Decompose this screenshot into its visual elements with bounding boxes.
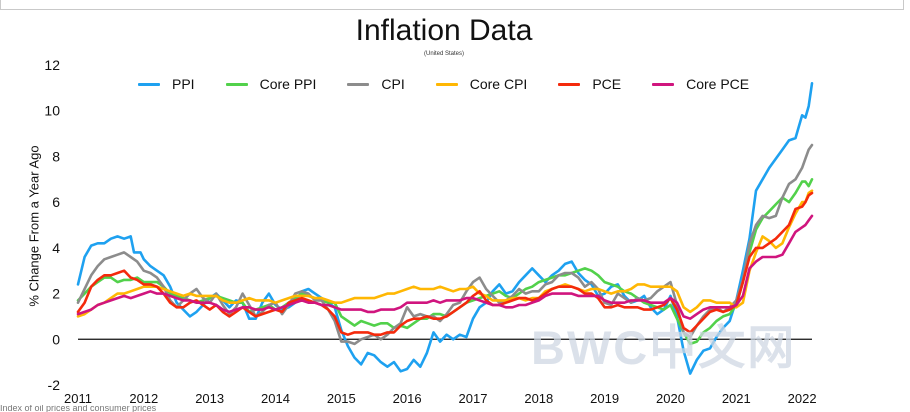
legend-item-core-ppi: Core PPI [225,76,317,92]
legend-label: Core PPI [259,76,317,92]
legend-label: Core CPI [469,76,528,92]
legend-item-core-cpi: Core CPI [435,76,528,92]
x-tick-label: 2014 [261,391,290,406]
watermark: BWC中文网 [531,321,797,374]
y-axis-ticks: -2 0 2 4 6 8 10 12 [44,57,60,393]
chart-subtitle: (United States) [423,51,465,57]
legend-swatch [138,82,160,86]
legend-item-cpi: CPI [347,76,405,92]
y-tick-label: 12 [44,57,60,73]
y-tick-label: 6 [52,194,60,210]
footer-caption: Index of oil prices and consumer prices [0,405,157,412]
legend-swatch [652,82,675,86]
legend-swatch [347,82,370,86]
legend-label: Core PCE [686,76,750,92]
legend-label: PPI [172,76,195,92]
y-tick-label: 4 [52,240,60,256]
series-line-ppi [76,82,814,375]
legend-swatch [225,82,248,86]
x-tick-label: 2013 [195,391,224,406]
x-tick-label: 2015 [327,391,356,406]
y-tick-label: 10 [44,103,60,119]
x-tick-label: 2021 [722,391,751,406]
legend-item-core-pce: Core PCE [652,76,749,92]
legend-swatch [558,82,581,86]
x-tick-label: 2011 [64,391,92,406]
series-line-core-pce [76,214,814,320]
x-tick-label: 2017 [459,391,488,406]
legend-item-ppi: PPI [138,76,195,92]
y-tick-label: 8 [52,148,60,164]
x-tick-label: 2016 [393,391,422,406]
window-frame [0,0,904,10]
x-tick-label: 2018 [524,391,553,406]
series-line-core-cpi [76,189,814,318]
x-tick-label: 2022 [788,391,817,406]
y-tick-label: 2 [52,286,60,302]
x-tick-label: 2012 [129,391,158,406]
y-tick-label: 0 [52,331,60,347]
legend-item-pce: PCE [558,76,621,92]
x-axis-ticks: 2011 2012 2013 2014 2015 2016 2017 2018 2019 2020… [64,391,817,406]
y-tick-label: -2 [48,377,61,393]
legend-label: PCE [592,76,622,92]
legend-swatch [435,82,458,86]
series-lines [76,82,814,375]
legend-label: CPI [381,76,405,92]
chart-legend: PPI Core PPI CPI Core CPI PCE Core PCE [138,76,780,92]
x-tick-label: 2020 [656,391,685,406]
chart-title: Inflation Data [355,14,533,47]
series-line-pce [76,191,814,336]
x-tick-label: 2019 [590,391,619,406]
